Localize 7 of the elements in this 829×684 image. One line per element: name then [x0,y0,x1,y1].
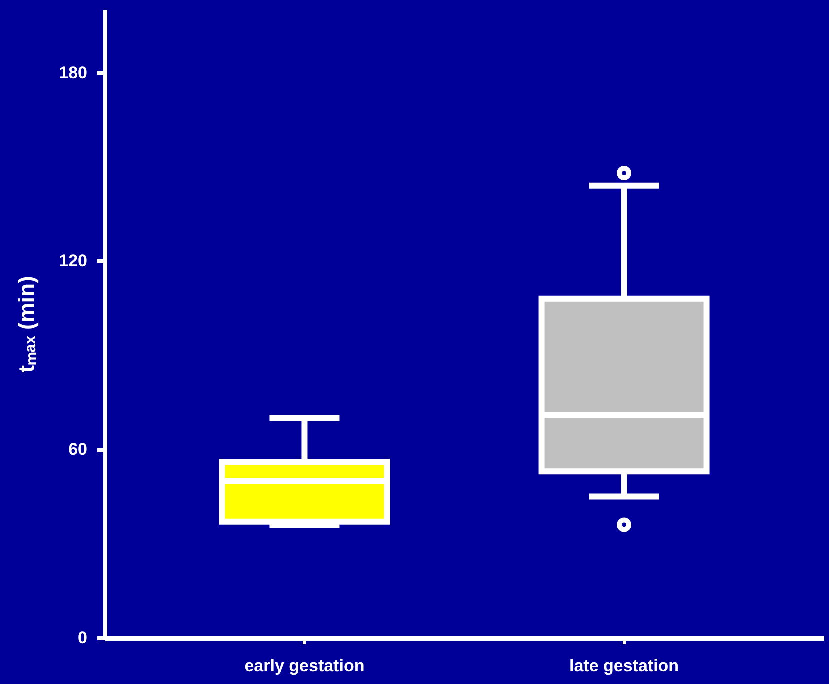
y-axis-title: tₘₐₓ (min) [14,276,40,373]
x-tick-label: late gestation [569,656,680,676]
y-tick-label: 0 [78,628,88,648]
y-tick-label: 120 [59,252,88,271]
y-tick-label: 60 [68,440,88,460]
y-tick-label: 180 [59,63,88,82]
x-tick-label: early gestation [244,656,365,676]
